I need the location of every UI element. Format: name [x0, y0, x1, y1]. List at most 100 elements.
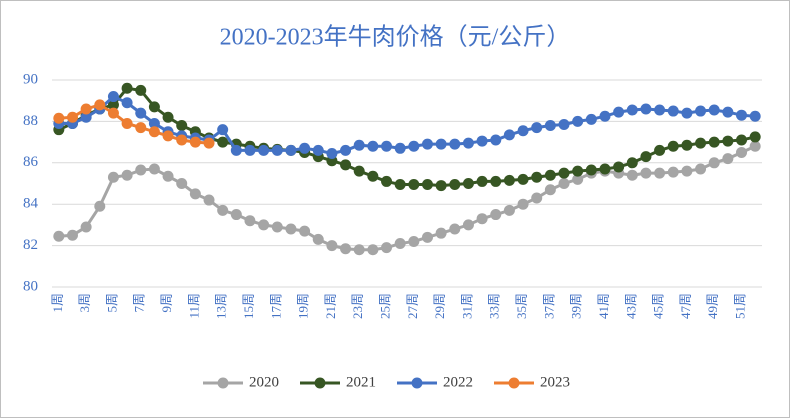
point — [217, 124, 229, 136]
point — [244, 215, 256, 227]
point — [107, 99, 119, 111]
chart-title: 2020-2023年牛肉价格（元/公斤） — [220, 24, 571, 51]
point — [258, 144, 270, 156]
point — [244, 144, 256, 156]
legend-marker — [314, 377, 326, 389]
legend-marker — [508, 377, 520, 389]
series-line — [58, 144, 756, 252]
point — [462, 219, 474, 231]
point — [599, 163, 611, 175]
point — [708, 136, 720, 148]
point — [121, 169, 133, 181]
x-tick-label: 25周 — [378, 293, 393, 319]
point — [121, 117, 133, 129]
point — [544, 169, 556, 181]
point — [476, 175, 488, 187]
point — [326, 147, 338, 159]
point — [394, 179, 406, 191]
x-tick-label: 1周 — [50, 293, 65, 313]
point — [135, 84, 147, 96]
point — [449, 223, 461, 235]
point — [490, 175, 502, 187]
point — [449, 138, 461, 150]
series-line — [58, 94, 756, 156]
point — [66, 111, 78, 123]
point — [435, 138, 447, 150]
point — [531, 171, 543, 183]
point — [217, 204, 229, 216]
point — [230, 209, 242, 221]
x-tick-label: 49周 — [705, 293, 720, 319]
point — [722, 153, 734, 165]
point — [148, 101, 160, 113]
point — [558, 119, 570, 131]
point — [162, 130, 174, 142]
point — [476, 213, 488, 225]
x-tick-label: 3周 — [77, 293, 92, 313]
point — [503, 204, 515, 216]
point — [381, 140, 393, 152]
point — [503, 129, 515, 141]
point — [203, 137, 215, 149]
x-tick-label: 47周 — [678, 293, 693, 319]
point — [107, 107, 119, 119]
point — [299, 142, 311, 154]
point — [667, 105, 679, 117]
point — [585, 164, 597, 176]
x-tick-label: 5周 — [104, 293, 119, 313]
point — [654, 144, 666, 156]
point — [312, 144, 324, 156]
point — [517, 125, 529, 137]
point — [421, 231, 433, 243]
point — [285, 223, 297, 235]
point — [135, 122, 147, 134]
x-tick-label: 27周 — [405, 293, 420, 319]
point — [531, 192, 543, 204]
point — [367, 140, 379, 152]
point — [189, 188, 201, 200]
point — [695, 137, 707, 149]
x-tick-label: 41周 — [596, 293, 611, 319]
point — [94, 200, 106, 212]
point — [326, 240, 338, 252]
x-tick-label: 9周 — [159, 293, 174, 313]
point — [749, 140, 761, 152]
point — [162, 111, 174, 123]
point — [353, 139, 365, 151]
point — [476, 135, 488, 147]
point — [271, 221, 283, 233]
point — [449, 179, 461, 191]
point — [53, 112, 65, 124]
y-tick-label: 88 — [23, 113, 38, 129]
point — [558, 167, 570, 179]
point — [367, 244, 379, 256]
legend-label: 2023 — [540, 374, 570, 390]
point — [135, 107, 147, 119]
point — [258, 219, 270, 231]
point — [667, 166, 679, 178]
x-tick-label: 33周 — [487, 293, 502, 319]
point — [148, 117, 160, 129]
point — [299, 225, 311, 237]
point — [640, 103, 652, 115]
point — [613, 106, 625, 118]
point — [708, 157, 720, 169]
point — [681, 139, 693, 151]
point — [490, 134, 502, 146]
point — [353, 165, 365, 177]
point — [736, 109, 748, 121]
legend-label: 2022 — [443, 374, 473, 390]
point — [421, 138, 433, 150]
x-tick-label: 51周 — [733, 293, 748, 319]
point — [394, 238, 406, 250]
legend-marker — [217, 377, 229, 389]
point — [285, 144, 297, 156]
point — [148, 163, 160, 175]
point — [517, 173, 529, 185]
x-tick-label: 37周 — [541, 293, 556, 319]
point — [176, 120, 188, 132]
point — [203, 194, 215, 206]
point — [654, 167, 666, 179]
point — [640, 151, 652, 163]
point — [640, 167, 652, 179]
